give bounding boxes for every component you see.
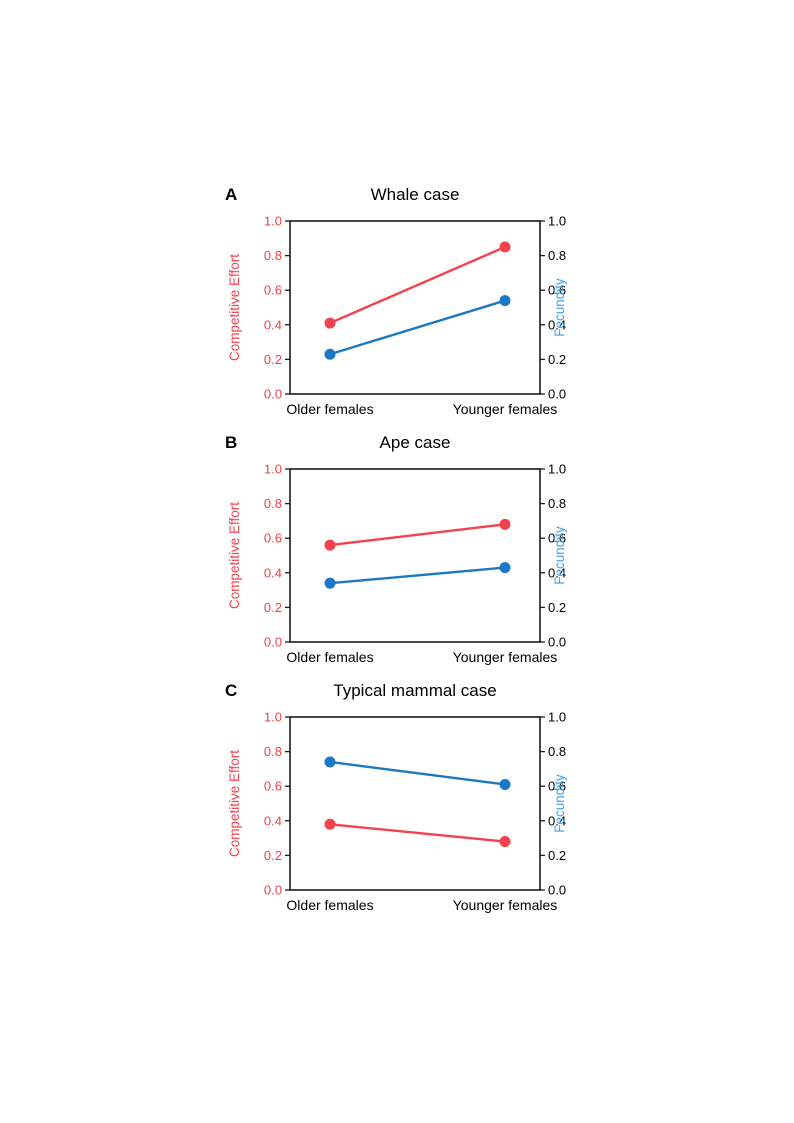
x-category-label: Younger females	[453, 897, 558, 913]
y-tick-label-right: 0.6	[548, 779, 566, 794]
y-tick-label-right: 0.0	[548, 635, 566, 650]
panel-header: A Whale case	[217, 183, 587, 209]
y-tick-label-left: 0.8	[264, 496, 282, 511]
data-point	[324, 577, 336, 589]
data-point	[324, 818, 336, 830]
data-point	[499, 241, 511, 253]
x-category-label: Older females	[286, 401, 373, 417]
x-category-label: Younger females	[453, 649, 558, 665]
plot-border	[289, 716, 541, 891]
panel-header: C Typical mammal case	[217, 679, 587, 705]
y-tick-label-left: 0.2	[264, 848, 282, 863]
x-category-label: Younger females	[453, 401, 558, 417]
y-tick-label-right: 0.4	[548, 813, 566, 828]
panel-letter: C	[225, 681, 238, 700]
figure: A Whale case 0.0 0.0 0.2 0.2 0.4 0.4 0.6 0.6 0.8…	[217, 183, 587, 927]
y-tick-label-right: 0.8	[548, 248, 566, 263]
y-tick-label-left: 0.8	[264, 248, 282, 263]
y-tick-label-left: 0.4	[264, 317, 282, 332]
left-axis-label: Competitive Effort	[227, 254, 242, 361]
y-tick-label-left: 1.0	[264, 462, 282, 477]
panel-letter: A	[225, 185, 238, 204]
panel-ape-case: B Ape case 0.0 0.0 0.2 0.2 0.4 0.4 0.6 0.6 0.8 0.…	[217, 431, 587, 672]
series-line-right	[329, 566, 506, 585]
y-tick-label-right: 1.0	[548, 710, 566, 725]
panel-header: B Ape case	[217, 431, 587, 457]
x-category-label: Older females	[286, 649, 373, 665]
y-tick-label-right: 0.0	[548, 883, 566, 898]
y-tick-label-left: 0.0	[264, 387, 282, 402]
series-line-left	[329, 523, 506, 547]
right-axis-label: Fecundity	[552, 774, 567, 833]
left-axis-label: Competitive Effort	[227, 502, 242, 609]
y-tick-label-left: 0.8	[264, 744, 282, 759]
data-point	[324, 317, 336, 329]
chart-title: Ape case	[379, 433, 451, 452]
left-axis-label: Competitive Effort	[227, 750, 242, 857]
y-tick-label-left: 0.4	[264, 565, 282, 580]
data-point	[499, 295, 511, 307]
y-tick-label-left: 1.0	[264, 214, 282, 229]
data-point	[499, 836, 511, 848]
y-tick-label-left: 0.6	[264, 531, 282, 546]
series-line-right	[329, 299, 506, 356]
data-point	[499, 518, 511, 530]
data-point	[324, 348, 336, 360]
data-point	[324, 539, 336, 551]
y-tick-label-right: 0.6	[548, 283, 566, 298]
y-tick-label-left: 0.0	[264, 635, 282, 650]
y-tick-label-right: 0.8	[548, 744, 566, 759]
data-point	[499, 778, 511, 790]
y-tick-label-left: 1.0	[264, 710, 282, 725]
panel-typical-mammal-case: C Typical mammal case 0.0 0.0 0.2 0.2 0.4 0.4…	[217, 679, 587, 920]
y-tick-label-right: 0.2	[548, 848, 566, 863]
y-tick-label-left: 0.6	[264, 779, 282, 794]
y-tick-label-left: 0.2	[264, 600, 282, 615]
y-tick-label-right: 0.4	[548, 317, 566, 332]
y-tick-label-left: 0.4	[264, 813, 282, 828]
y-tick-label-right: 0.2	[548, 600, 566, 615]
x-category-label: Older females	[286, 897, 373, 913]
chart-title: Whale case	[370, 185, 460, 204]
panel-letter: B	[225, 433, 238, 452]
series-line-right	[329, 760, 506, 786]
plot-border	[289, 220, 541, 395]
y-tick-label-right: 1.0	[548, 214, 566, 229]
right-axis-label: Fecundity	[552, 526, 567, 585]
y-tick-label-right: 0.6	[548, 531, 566, 546]
line-chart-mammal: 0.0 0.0 0.2 0.2 0.4 0.4 0.6 0.6 0.8 0.8 1.0 1.0 Olde…	[227, 710, 567, 914]
y-tick-label-right: 0.2	[548, 352, 566, 367]
panel-whale-case: A Whale case 0.0 0.0 0.2 0.2 0.4 0.4 0.6 0.6 0.8…	[217, 183, 587, 424]
y-tick-label-left: 0.2	[264, 352, 282, 367]
plot-border	[289, 468, 541, 643]
chart-title: Typical mammal case	[333, 681, 497, 700]
data-point	[499, 562, 511, 574]
line-chart-ape: 0.0 0.0 0.2 0.2 0.4 0.4 0.6 0.6 0.8 0.8 1.0 1.0 Olde…	[227, 462, 567, 666]
y-tick-label-right: 0.4	[548, 565, 566, 580]
series-line-left	[329, 245, 506, 325]
y-tick-label-left: 0.0	[264, 883, 282, 898]
data-point	[324, 756, 336, 768]
y-tick-label-left: 0.6	[264, 283, 282, 298]
right-axis-label: Fecundity	[552, 278, 567, 337]
line-chart-whale: 0.0 0.0 0.2 0.2 0.4 0.4 0.6 0.6 0.8 0.8 1.0 1.0 Olde…	[227, 214, 567, 418]
series-line-left	[329, 823, 506, 843]
y-tick-label-right: 1.0	[548, 462, 566, 477]
y-tick-label-right: 0.0	[548, 387, 566, 402]
y-tick-label-right: 0.8	[548, 496, 566, 511]
